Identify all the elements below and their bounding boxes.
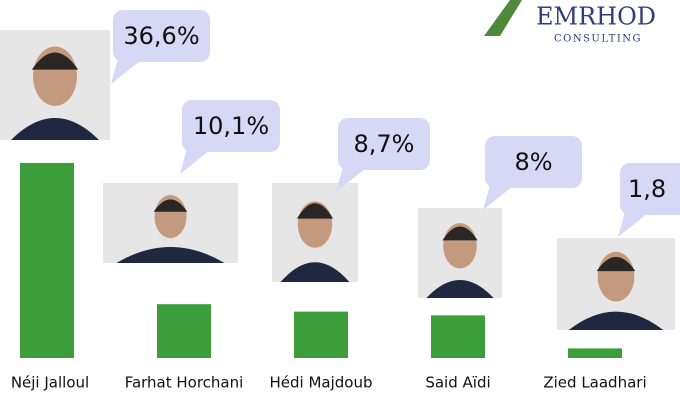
x-tick-label: Said Aïdi xyxy=(425,374,490,392)
x-tick-label: Néji Jalloul xyxy=(11,374,89,392)
candidate-photo xyxy=(557,238,675,330)
x-tick-label: Hédi Majdoub xyxy=(270,374,373,392)
value-bubble xyxy=(338,118,430,170)
value-bubble xyxy=(113,10,210,62)
candidate-photo xyxy=(0,30,110,140)
photo-hair xyxy=(596,256,636,272)
value-bubble xyxy=(182,100,280,152)
photo-body xyxy=(568,311,664,330)
candidate-photo xyxy=(103,183,238,263)
x-tick-label: Zied Laadhari xyxy=(543,374,646,392)
photo-body xyxy=(280,262,350,282)
photo-body xyxy=(11,118,99,140)
photo-body xyxy=(116,247,225,263)
photo-hair xyxy=(31,52,79,70)
candidate-photo xyxy=(418,208,502,298)
photo-hair xyxy=(153,199,188,212)
logo-mark xyxy=(484,0,522,36)
photo-hair xyxy=(442,226,478,241)
logo-name: EMRHOD xyxy=(536,3,656,31)
value-bubble xyxy=(485,136,582,188)
photo-body xyxy=(426,280,494,298)
value-label: 8% xyxy=(514,148,552,176)
value-bubble xyxy=(620,163,680,215)
candidate-photo xyxy=(272,183,358,282)
bar xyxy=(294,311,348,358)
value-label: 10,1% xyxy=(193,112,269,140)
logo: EMRHOD CONSULTING xyxy=(484,0,656,45)
value-label: 1,8 xyxy=(628,175,666,203)
x-tick-label: Farhat Horchani xyxy=(125,374,244,392)
bar xyxy=(20,162,74,358)
value-label: 8,7% xyxy=(354,130,415,158)
value-label: 36,6% xyxy=(123,22,199,50)
bar xyxy=(568,348,622,358)
bar xyxy=(157,304,211,358)
bar xyxy=(431,315,485,358)
logo-tagline: CONSULTING xyxy=(554,34,642,45)
photo-hair xyxy=(296,203,334,219)
